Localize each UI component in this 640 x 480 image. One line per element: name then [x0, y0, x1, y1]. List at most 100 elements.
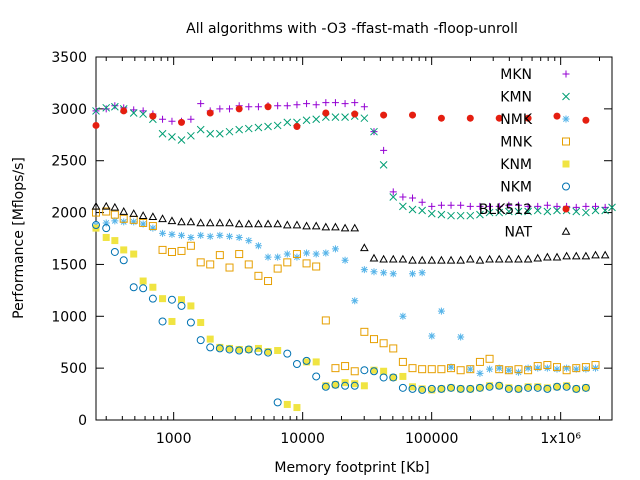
point-knm	[312, 358, 320, 366]
point-nmk	[264, 253, 272, 261]
point-mnk	[110, 210, 119, 219]
series-layer	[91, 99, 616, 412]
point-blk512	[380, 111, 388, 119]
y-tick-label: 500	[60, 361, 87, 377]
point-nkm	[139, 284, 148, 293]
point-nat	[205, 218, 215, 227]
y-tick-label: 2500	[51, 154, 87, 170]
point-nkm	[129, 283, 138, 292]
point-kmn	[129, 109, 138, 117]
point-knm	[370, 366, 378, 374]
point-nkm	[235, 346, 244, 355]
legend-marker-mnk	[562, 137, 570, 146]
point-nmk	[505, 366, 513, 374]
point-nat	[388, 254, 398, 263]
point-kmn	[543, 207, 552, 216]
point-mkn	[226, 105, 234, 113]
legend-label-blk512: BLK512	[479, 202, 532, 218]
y-tick-label: 1000	[51, 309, 87, 325]
point-nkm	[186, 318, 195, 327]
point-mnk	[215, 251, 224, 260]
point-nmk	[187, 233, 195, 241]
point-nat	[581, 251, 591, 260]
point-knm	[216, 343, 224, 351]
point-kmn	[264, 122, 272, 131]
point-mnk	[360, 327, 369, 336]
point-nat	[158, 214, 167, 223]
point-knm	[543, 384, 551, 392]
point-nkm	[254, 347, 263, 356]
y-tick-label: 3500	[51, 50, 87, 66]
point-knm	[486, 382, 494, 390]
point-kmn	[582, 208, 590, 217]
point-nkm	[225, 345, 234, 354]
point-nmk	[303, 249, 311, 257]
point-mnk	[302, 259, 311, 268]
point-nkm	[92, 221, 100, 230]
point-nat	[437, 255, 446, 264]
point-mnk	[264, 277, 273, 286]
point-nat	[571, 251, 581, 260]
point-knm	[582, 384, 590, 392]
y-axis-label: Performance [Mflops/s]	[11, 157, 27, 319]
point-mnk	[456, 366, 465, 375]
point-mkn	[111, 102, 119, 110]
point-mnk	[273, 264, 282, 273]
point-knm	[102, 233, 110, 241]
point-kmn	[370, 127, 378, 136]
point-knm	[226, 344, 234, 352]
point-mnk	[495, 365, 504, 374]
point-mkn	[399, 193, 407, 201]
point-mnk	[553, 363, 562, 372]
point-knm	[130, 250, 138, 258]
point-nat	[417, 255, 427, 264]
point-nkm	[360, 366, 369, 375]
point-nat	[360, 243, 369, 252]
point-mkn	[592, 202, 600, 210]
point-nat	[350, 223, 360, 232]
point-nmk	[139, 220, 147, 228]
point-kmn	[139, 110, 148, 118]
point-kmn	[235, 125, 244, 134]
point-mnk	[119, 214, 128, 223]
point-knm	[563, 382, 571, 390]
point-kmn	[601, 206, 610, 215]
point-nkm	[524, 383, 533, 392]
point-nkm	[110, 247, 119, 256]
point-mkn	[102, 105, 110, 113]
point-mnk	[102, 207, 111, 216]
point-nkm	[312, 372, 321, 381]
point-nat	[543, 252, 552, 261]
point-nat	[302, 221, 311, 230]
point-nat	[562, 251, 571, 260]
point-blk512	[120, 107, 128, 115]
point-kmn	[447, 211, 455, 220]
point-mkn	[159, 115, 167, 123]
point-knm	[418, 385, 426, 393]
point-nkm	[158, 317, 167, 326]
point-mkn	[322, 99, 330, 107]
x-tick-label: 100000	[405, 431, 458, 447]
point-nkm	[447, 383, 456, 392]
point-nkm	[533, 383, 542, 392]
point-mkn	[312, 101, 320, 109]
point-kmn	[283, 118, 292, 127]
point-nat	[427, 255, 437, 264]
point-mkn	[351, 99, 359, 107]
point-blk512	[466, 114, 474, 122]
point-nat	[494, 254, 504, 263]
point-knm	[409, 383, 417, 391]
point-nmk	[312, 250, 320, 258]
point-nmk	[370, 268, 378, 276]
point-kmn	[273, 121, 282, 130]
point-mkn	[601, 203, 609, 211]
point-mnk	[389, 344, 398, 353]
point-nmk	[582, 365, 590, 373]
series-mnk	[92, 207, 600, 376]
point-nkm	[167, 295, 176, 304]
point-nat	[321, 222, 331, 231]
point-mnk	[350, 367, 359, 376]
point-mnk	[312, 262, 321, 271]
point-nmk	[283, 250, 291, 258]
point-kmn	[456, 211, 465, 220]
